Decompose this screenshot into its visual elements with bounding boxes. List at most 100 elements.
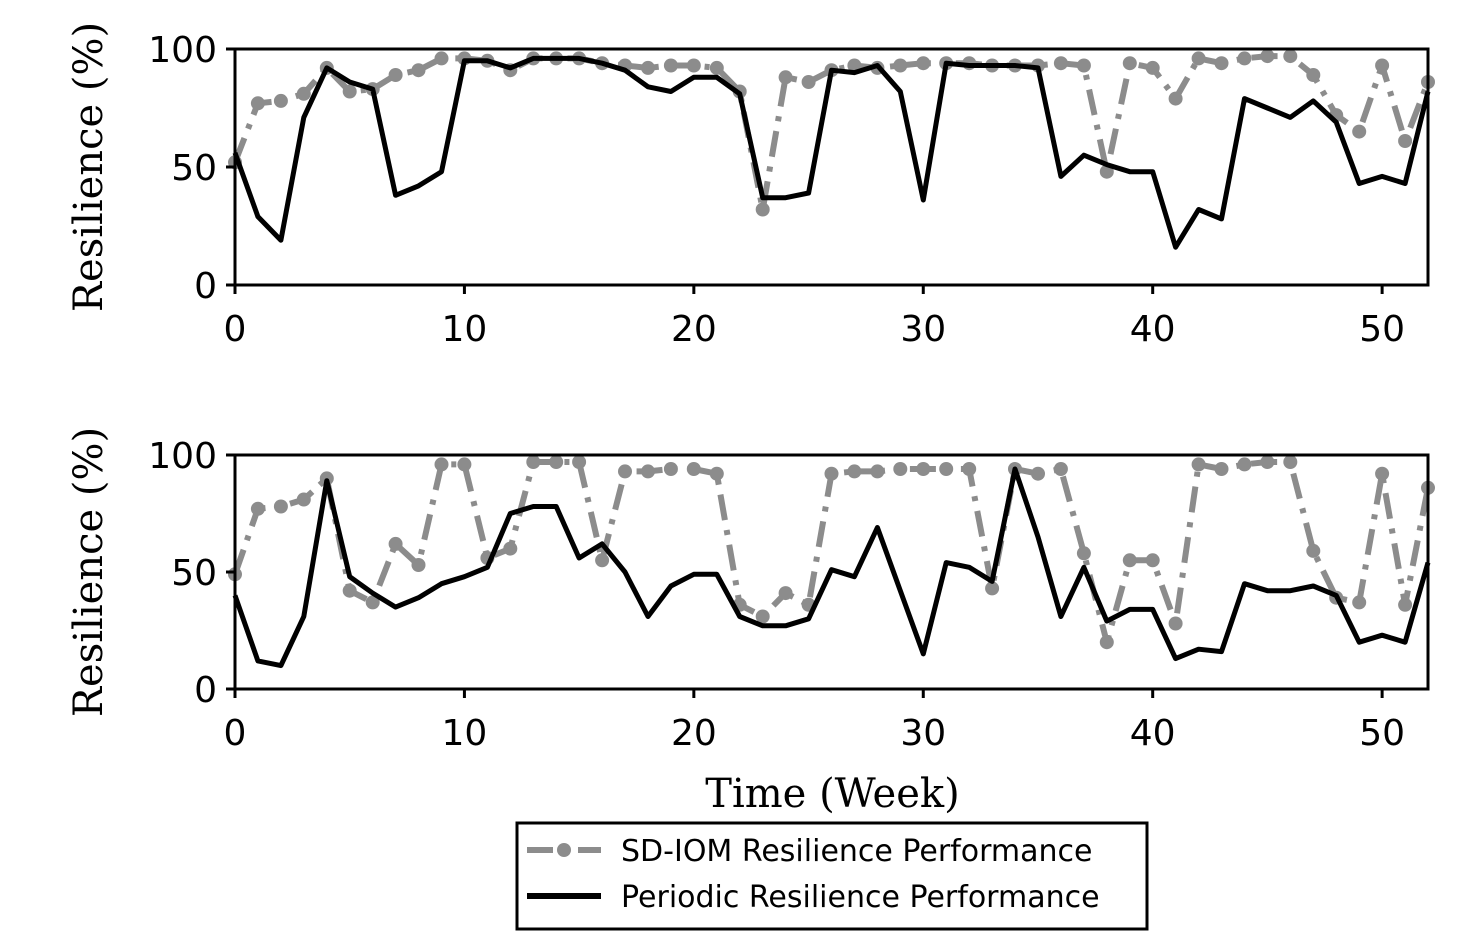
data-point-sd-iom bbox=[526, 455, 541, 469]
data-point-sd-iom bbox=[434, 457, 449, 472]
data-point-sd-iom bbox=[641, 464, 655, 479]
data-point-sd-iom bbox=[1168, 616, 1183, 631]
x-tick-label: 10 bbox=[442, 713, 488, 754]
data-point-sd-iom bbox=[985, 581, 1000, 596]
legend-box bbox=[515, 821, 1149, 931]
data-point-sd-iom bbox=[709, 60, 724, 75]
data-point-sd-iom bbox=[1237, 51, 1252, 66]
data-point-sd-iom bbox=[778, 70, 793, 85]
legend-label-sd-iom: SD-IOM Resilience Performance bbox=[621, 834, 1093, 869]
data-point-sd-iom bbox=[572, 455, 587, 469]
data-point-sd-iom bbox=[1283, 455, 1298, 469]
legend: SD-IOM Resilience Performance Periodic R… bbox=[515, 821, 1149, 931]
x-tick-label: 30 bbox=[900, 309, 946, 350]
data-point-sd-iom bbox=[824, 466, 839, 481]
data-point-sd-iom bbox=[1306, 68, 1321, 82]
data-point-sd-iom bbox=[365, 595, 380, 610]
data-point-sd-iom bbox=[342, 583, 357, 598]
data-point-sd-iom bbox=[1375, 466, 1390, 481]
series-line-periodic bbox=[232, 466, 1431, 669]
data-point-sd-iom bbox=[686, 462, 701, 476]
data-point-sd-iom bbox=[801, 75, 816, 89]
x-tick-label: 30 bbox=[900, 713, 946, 754]
data-point-sd-iom bbox=[1398, 597, 1413, 612]
data-point-sd-iom bbox=[434, 51, 449, 66]
series-line-sd-iom bbox=[232, 459, 1431, 646]
data-point-sd-iom bbox=[549, 455, 564, 469]
data-point-sd-iom bbox=[1260, 455, 1275, 469]
data-point-sd-iom bbox=[1145, 60, 1160, 75]
data-point-sd-iom bbox=[641, 60, 655, 75]
data-point-sd-iom bbox=[1191, 457, 1206, 472]
data-point-sd-iom bbox=[388, 536, 403, 551]
data-point-sd-iom bbox=[893, 462, 908, 476]
data-point-sd-iom bbox=[1237, 457, 1252, 472]
x-tick-label: 40 bbox=[1130, 309, 1176, 350]
y-tick-label: 0 bbox=[194, 670, 217, 711]
data-point-sd-iom bbox=[342, 84, 357, 99]
data-point-sd-iom bbox=[388, 68, 403, 82]
data-point-sd-iom bbox=[1076, 58, 1091, 73]
data-point-sd-iom bbox=[870, 464, 885, 479]
data-point-sd-iom bbox=[847, 464, 862, 479]
data-point-sd-iom bbox=[250, 96, 265, 111]
data-point-sd-iom bbox=[755, 202, 770, 217]
data-point-sd-iom bbox=[595, 553, 610, 568]
x-tick-label: 50 bbox=[1359, 713, 1405, 754]
data-point-sd-iom bbox=[1168, 91, 1183, 106]
data-point-sd-iom bbox=[893, 58, 908, 73]
x-tick-label: 40 bbox=[1130, 713, 1176, 754]
data-point-sd-iom bbox=[1031, 466, 1045, 481]
data-point-sd-iom bbox=[1283, 49, 1298, 64]
data-point-sd-iom bbox=[663, 462, 678, 476]
data-point-sd-iom bbox=[1214, 56, 1229, 71]
data-point-sd-iom bbox=[1306, 543, 1321, 558]
data-point-sd-iom bbox=[1122, 553, 1137, 568]
data-point-sd-iom bbox=[778, 586, 793, 601]
legend-marker-sd-iom bbox=[557, 843, 571, 857]
y-tick-label: 50 bbox=[171, 553, 217, 594]
legend-label-periodic: Periodic Resilience Performance bbox=[621, 880, 1100, 915]
data-point-sd-iom bbox=[296, 86, 311, 101]
data-point-sd-iom bbox=[686, 58, 701, 73]
data-point-sd-iom bbox=[709, 466, 724, 481]
data-point-sd-iom bbox=[1352, 124, 1367, 139]
bottom-chart: 0 10 20 30 40 50 0 50 100 Resilience (%) Time (Wee… bbox=[66, 427, 1435, 817]
series-line-periodic bbox=[232, 55, 1431, 250]
data-point-sd-iom bbox=[663, 58, 678, 73]
data-point-sd-iom bbox=[273, 499, 288, 514]
legend-item-periodic: Periodic Resilience Performance bbox=[527, 880, 1100, 915]
data-point-sd-iom bbox=[503, 541, 518, 556]
top-chart: 0 10 20 30 40 50 0 50 100 Resilience (%) bbox=[66, 22, 1435, 350]
y-tick-label: 50 bbox=[171, 148, 217, 189]
series-line-sd-iom bbox=[232, 53, 1431, 213]
data-point-sd-iom bbox=[1099, 635, 1114, 650]
data-point-sd-iom bbox=[250, 501, 265, 516]
data-point-sd-iom bbox=[1352, 595, 1367, 610]
x-tick-label: 50 bbox=[1359, 309, 1405, 350]
data-point-sd-iom bbox=[457, 457, 472, 472]
y-axis-label: Resilience (%) bbox=[66, 427, 112, 717]
x-axis-label: Time (Week) bbox=[705, 771, 959, 817]
y-tick-label: 100 bbox=[148, 436, 217, 477]
data-point-sd-iom bbox=[1375, 58, 1390, 73]
data-point-sd-iom bbox=[618, 464, 632, 479]
data-point-sd-iom bbox=[755, 609, 770, 624]
data-point-sd-iom bbox=[1398, 134, 1413, 148]
data-point-sd-iom bbox=[1145, 553, 1160, 568]
data-point-sd-iom bbox=[273, 93, 288, 108]
x-tick-label: 10 bbox=[442, 309, 488, 350]
data-point-sd-iom bbox=[1076, 546, 1091, 561]
data-point-sd-iom bbox=[916, 462, 931, 476]
data-point-sd-iom bbox=[1260, 49, 1275, 64]
y-tick-label: 100 bbox=[148, 30, 217, 71]
data-point-sd-iom bbox=[939, 462, 954, 476]
data-point-sd-iom bbox=[1053, 56, 1068, 71]
x-tick-label: 20 bbox=[671, 309, 717, 350]
plot-frame bbox=[233, 47, 1430, 287]
data-point-sd-iom bbox=[1053, 462, 1068, 476]
data-point-sd-iom bbox=[411, 63, 426, 78]
data-point-sd-iom bbox=[1191, 51, 1206, 66]
x-tick-label: 0 bbox=[224, 309, 247, 350]
y-axis-label: Resilience (%) bbox=[66, 22, 112, 312]
